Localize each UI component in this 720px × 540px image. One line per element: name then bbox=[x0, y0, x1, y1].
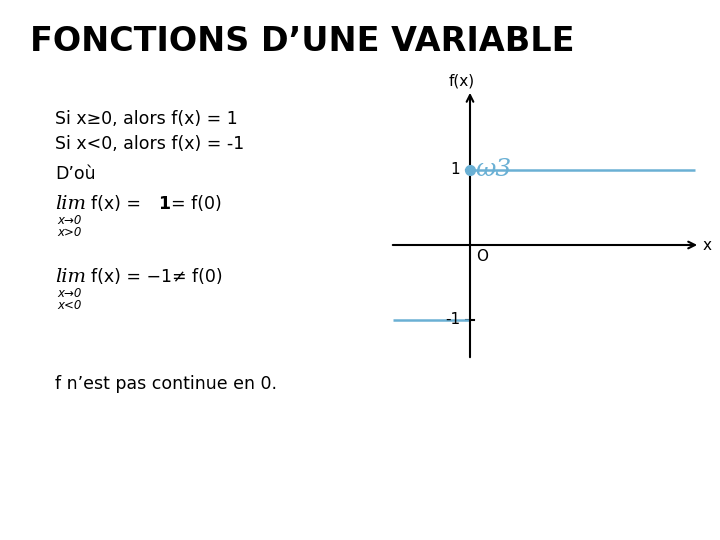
Text: FONCTIONS D’UNE VARIABLE: FONCTIONS D’UNE VARIABLE bbox=[30, 25, 575, 58]
Text: lim: lim bbox=[55, 195, 86, 213]
Text: f(x) = −1≠ f(0): f(x) = −1≠ f(0) bbox=[91, 268, 222, 286]
Text: 1: 1 bbox=[158, 195, 170, 213]
Text: x<0: x<0 bbox=[57, 299, 81, 312]
Text: x>0: x>0 bbox=[57, 226, 81, 239]
Text: Si x<0, alors f(x) = -1: Si x<0, alors f(x) = -1 bbox=[55, 135, 244, 153]
Text: f(x): f(x) bbox=[449, 73, 475, 88]
Text: Si x≥0, alors f(x) = 1: Si x≥0, alors f(x) = 1 bbox=[55, 110, 238, 128]
Text: x: x bbox=[703, 238, 712, 253]
Text: x→0: x→0 bbox=[57, 287, 81, 300]
Text: f(x) =: f(x) = bbox=[91, 195, 146, 213]
Text: 1: 1 bbox=[451, 163, 460, 178]
Text: = f(0): = f(0) bbox=[171, 195, 222, 213]
Text: D’où: D’où bbox=[55, 165, 96, 183]
Text: O: O bbox=[476, 249, 488, 264]
Text: f n’est pas continue en 0.: f n’est pas continue en 0. bbox=[55, 375, 277, 393]
Text: lim: lim bbox=[55, 268, 86, 286]
Text: x→0: x→0 bbox=[57, 214, 81, 227]
Text: ω3: ω3 bbox=[475, 159, 511, 181]
Text: -1: -1 bbox=[445, 313, 460, 327]
